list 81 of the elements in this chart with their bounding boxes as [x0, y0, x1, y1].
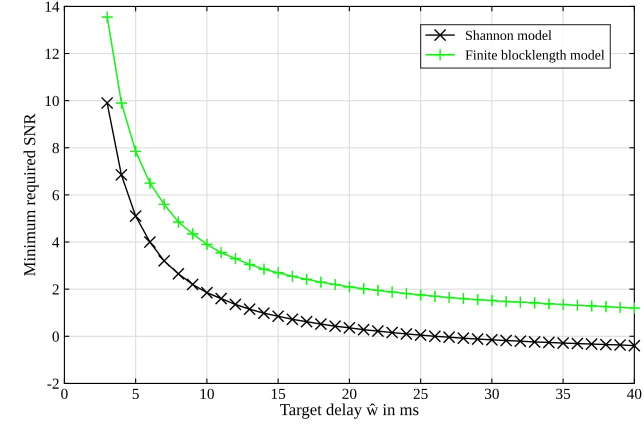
y-axis-title: Minimum required SNR — [24, 113, 39, 276]
point — [528, 296, 541, 310]
y-tick-label: 12 — [46, 48, 59, 59]
point — [614, 301, 626, 314]
point — [172, 268, 185, 280]
point — [272, 310, 284, 322]
point — [328, 320, 342, 332]
x-tick-label: 10 — [200, 388, 214, 400]
point — [400, 287, 413, 300]
point — [372, 324, 384, 338]
point — [600, 300, 612, 313]
point — [314, 318, 328, 330]
x-tick-label: 20 — [342, 388, 356, 400]
point — [571, 298, 584, 312]
point — [372, 284, 384, 297]
point — [100, 10, 114, 24]
point — [229, 252, 242, 265]
point — [328, 278, 342, 291]
point — [186, 278, 199, 291]
point — [357, 282, 370, 295]
y-tick-label: 2 — [52, 284, 59, 294]
y-tick-label: -2 — [47, 378, 59, 389]
point — [129, 145, 142, 158]
point — [386, 326, 398, 339]
x-tick-label: 0 — [61, 388, 68, 400]
point — [186, 228, 199, 240]
point — [414, 288, 427, 302]
x-tick-label: 30 — [484, 388, 499, 400]
point — [229, 298, 242, 311]
x-axis-title: Target delay ŵ in ms — [280, 404, 418, 419]
y-tick-label: 6 — [52, 190, 60, 200]
x-tick-label: 25 — [414, 388, 428, 400]
y-tick-label: 4 — [52, 237, 60, 248]
point — [300, 315, 313, 328]
y-tick-label: 10 — [46, 96, 59, 106]
point — [585, 300, 598, 312]
point — [200, 286, 214, 299]
point — [243, 258, 256, 271]
point — [258, 262, 270, 276]
point — [556, 298, 570, 311]
point — [428, 290, 442, 302]
point — [314, 276, 328, 288]
point — [115, 96, 128, 110]
point — [214, 292, 228, 305]
point — [129, 210, 142, 222]
y-tick-label: 14 — [46, 2, 60, 12]
point — [628, 302, 641, 314]
point — [115, 168, 128, 182]
point — [258, 306, 270, 320]
point — [457, 292, 470, 305]
point — [144, 236, 156, 248]
point — [442, 291, 456, 304]
point — [343, 280, 356, 294]
point — [514, 296, 527, 308]
point — [486, 294, 498, 307]
x-tick-label: 5 — [132, 388, 139, 400]
point — [542, 298, 556, 310]
point — [300, 273, 313, 286]
point — [243, 302, 256, 316]
point — [286, 313, 299, 326]
point — [158, 254, 170, 268]
x-tick-label: 35 — [556, 388, 570, 400]
y-tick-label: 8 — [52, 142, 59, 154]
point — [343, 322, 356, 334]
point — [272, 266, 284, 279]
legend-label: Shannon model — [466, 30, 552, 40]
y-tick-label: 0 — [52, 331, 59, 342]
point — [214, 246, 228, 259]
x-tick-label: 40 — [627, 388, 642, 400]
legend-label: Finite blocklength model — [466, 50, 604, 63]
point — [286, 270, 299, 282]
point — [100, 96, 114, 110]
point — [158, 198, 170, 211]
x-tick-label: 15 — [272, 388, 286, 400]
point — [144, 176, 156, 190]
point — [200, 238, 214, 251]
point — [172, 216, 185, 228]
point — [471, 293, 484, 306]
point — [357, 323, 370, 336]
point — [500, 295, 512, 308]
point — [386, 286, 398, 298]
